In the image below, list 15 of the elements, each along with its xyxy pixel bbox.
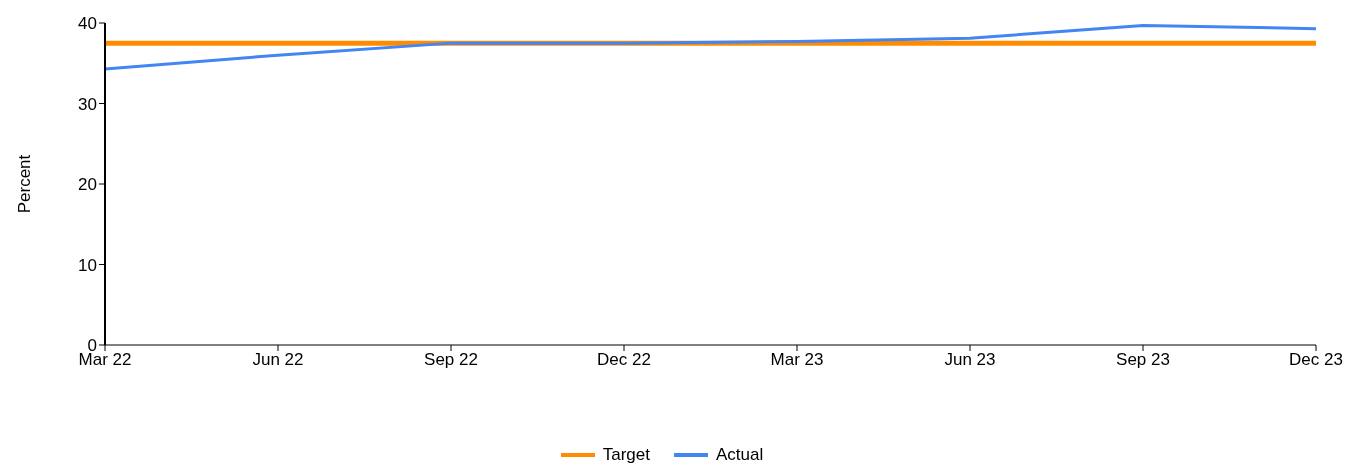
y-tick-label: 40: [78, 14, 97, 34]
x-tick-label: Dec 22: [597, 350, 651, 370]
line-series: [105, 23, 1316, 71]
legend-label: Target: [602, 445, 650, 465]
x-tick-label: Mar 23: [770, 350, 824, 370]
y-tick-label: 30: [78, 94, 97, 114]
x-tick-label: Sep 22: [424, 350, 478, 370]
x-tick-label: Sep 23: [1116, 350, 1170, 370]
y-tick-label: 10: [78, 255, 97, 275]
y-tick-label: 20: [78, 175, 97, 195]
x-tick-label: Jun 22: [252, 350, 304, 370]
x-tick-label: Jun 23: [944, 350, 996, 370]
y-axis-title: Percent: [15, 154, 35, 214]
legend-label: Actual: [716, 445, 764, 465]
x-tick-label: Dec 23: [1289, 350, 1343, 370]
